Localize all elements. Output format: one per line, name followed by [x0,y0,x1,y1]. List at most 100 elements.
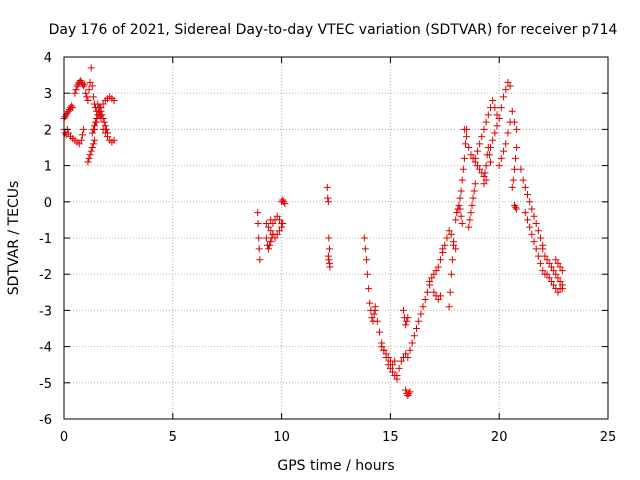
y-tick-labels: -6 -5 -4 -3 -2 -1 0 1 2 3 4 [39,51,52,428]
data-point [457,187,465,195]
data-point [508,107,516,115]
data-point [87,64,95,72]
data-point [457,212,465,220]
data-point [406,346,414,354]
y-tick-label: -4 [39,341,52,356]
data-point [101,122,109,130]
data-point [504,129,512,137]
data-point [482,162,490,170]
data-point [513,205,521,213]
data-point [508,183,516,191]
data-point [539,267,547,275]
data-point [85,86,93,94]
data-point [99,125,107,133]
y-tick-label: 1 [44,160,52,175]
y-tick-label: -6 [39,413,52,428]
data-point [534,252,542,260]
data-point [326,263,334,271]
data-point [547,277,555,285]
data-point [255,245,263,253]
y-tick-label: -2 [39,268,52,283]
data-point [410,332,418,340]
data-point [463,133,471,141]
data-point [360,234,368,242]
data-point [460,154,468,162]
data-point [547,263,555,271]
data-point [539,245,547,253]
data-point [485,151,493,159]
data-point [500,147,508,155]
data-point [513,144,521,151]
data-point [491,104,499,112]
data-point [432,267,440,275]
data-point [500,93,508,101]
data-point [447,270,455,278]
y-tick-label: -3 [39,304,52,319]
data-point [382,350,390,358]
data-point [430,288,438,296]
data-point [504,78,512,86]
data-point [404,391,412,399]
data-point [469,194,477,202]
data-point [480,180,488,188]
data-point [466,216,474,224]
data-point [554,259,562,267]
data-point [273,212,281,220]
data-point [81,80,89,88]
data-point [502,86,510,94]
data-point [430,270,438,278]
data-point [88,144,96,151]
data-point [69,104,77,112]
data-point [93,118,101,126]
data-point [513,125,521,133]
data-point [484,111,492,119]
data-point [446,288,454,296]
data-point [80,82,88,90]
data-point [397,357,405,365]
data-point [526,198,534,206]
data-point [95,111,103,119]
data-point [510,201,518,209]
data-point [436,292,444,300]
data-point [63,109,71,117]
data-point [532,220,540,228]
data-point [325,234,333,242]
data-point [554,288,562,296]
data-point [550,281,558,289]
data-point [370,310,378,318]
data-point [368,314,376,322]
y-tick-label: -5 [39,377,52,392]
data-point [473,147,481,155]
data-point [84,158,92,166]
data-point [465,223,473,231]
data-point [64,107,72,115]
data-point [521,183,529,191]
data-point [537,259,545,267]
data-point [493,111,501,119]
data-point [364,270,372,278]
data-point [415,317,423,325]
data-point [73,82,81,90]
data-point [391,357,399,365]
data-point [497,104,505,112]
data-point [455,201,463,209]
data-point [378,343,386,351]
data-point [471,180,479,188]
data-point [460,125,468,133]
data-point [532,245,540,253]
data-point [88,82,96,90]
data-point [458,176,466,184]
grid [64,57,608,419]
data-point [371,306,379,314]
data-point [441,241,449,249]
data-point [502,140,510,148]
data-point [473,162,481,170]
data-point [552,256,560,264]
data-point [275,216,283,224]
data-point [104,133,112,141]
data-point [434,296,442,304]
data-point [482,118,490,126]
data-point [443,234,451,242]
data-point [255,234,263,242]
data-point [545,274,553,282]
